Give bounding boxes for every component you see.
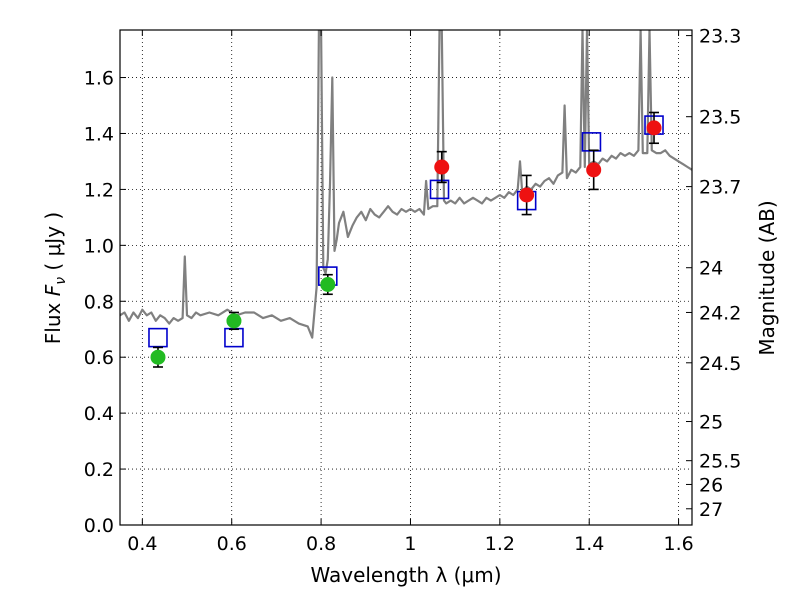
x-tick-label: 0.6 xyxy=(217,533,247,555)
x-tick-label: 1 xyxy=(404,533,416,555)
y-tick-label: 1.4 xyxy=(84,123,114,145)
mag-tick-label: 25 xyxy=(699,412,723,434)
mag-tick-label: 23.7 xyxy=(699,177,741,199)
mag-tick-label: 23.5 xyxy=(699,107,741,129)
plot-frame xyxy=(119,29,693,526)
y-tick-label: 0.2 xyxy=(84,459,114,481)
x-axis-label: Wavelength λ (μm) xyxy=(310,563,501,587)
y-tick-label: 1.6 xyxy=(84,68,114,90)
mag-tick-label: 25.5 xyxy=(699,451,741,473)
y-tick-label: 1.0 xyxy=(84,235,114,257)
observed_nir-point xyxy=(519,187,535,203)
x-axis-ticks: 0.4 0.6 0.8 1 1.2 1.4 1.6 xyxy=(127,30,694,555)
x-tick-label: 0.8 xyxy=(306,533,336,555)
mag-tick-label: 26 xyxy=(699,474,723,496)
mag-tick-label: 27 xyxy=(699,499,723,521)
x-tick-label: 1.6 xyxy=(663,533,693,555)
magnitude-axis-ticks: 23.3 23.5 23.7 24 24.2 24.5 25 25.526 27 xyxy=(686,26,741,521)
mag-tick-label: 23.3 xyxy=(699,26,741,48)
model-bandpass-square xyxy=(429,179,450,200)
y-tick-label: 0.0 xyxy=(84,515,114,537)
y-tick-label: 0.4 xyxy=(84,403,114,425)
model-spectrum-group xyxy=(120,30,692,339)
y-tick-label: 1.2 xyxy=(84,179,114,201)
mag-tick-label: 24.5 xyxy=(699,353,741,375)
observed_optical-point xyxy=(226,313,242,329)
y-tick-label: 0.6 xyxy=(84,347,114,369)
right-axis-label: Magnitude (AB) xyxy=(755,200,779,355)
model-spectrum-line xyxy=(120,30,692,339)
observed_nir-point xyxy=(434,159,450,175)
observed_nir-point xyxy=(586,162,602,178)
x-tick-label: 0.4 xyxy=(127,533,157,555)
observed_optical-point xyxy=(320,276,336,292)
mag-tick-label: 24.2 xyxy=(699,302,741,324)
y-axis-label: Flux Fν ( μJy ) xyxy=(41,212,69,344)
x-tick-label: 1.4 xyxy=(574,533,604,555)
y-axis-ticks: 0.0 0.2 0.4 0.6 0.8 1.0 1.2 1.4 1.6 xyxy=(84,68,126,537)
x-tick-label: 1.2 xyxy=(485,533,515,555)
observed_optical-point xyxy=(150,349,166,365)
observed_nir-point xyxy=(646,120,662,136)
data-markers xyxy=(148,111,664,368)
mag-tick-label: 24 xyxy=(699,258,723,280)
y-tick-label: 0.8 xyxy=(84,291,114,313)
